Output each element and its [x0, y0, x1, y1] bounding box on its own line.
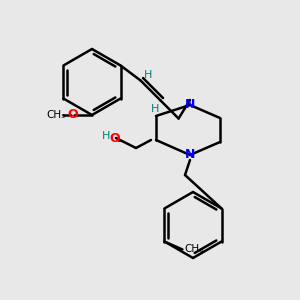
Text: CH₃: CH₃ — [185, 244, 204, 254]
Text: CH₃: CH₃ — [46, 110, 66, 120]
Text: N: N — [185, 148, 195, 161]
Text: O: O — [110, 131, 120, 145]
Text: O: O — [68, 109, 78, 122]
Text: N: N — [185, 98, 195, 112]
Text: H: H — [102, 131, 110, 141]
Text: H: H — [143, 70, 152, 80]
Text: H: H — [150, 103, 159, 113]
